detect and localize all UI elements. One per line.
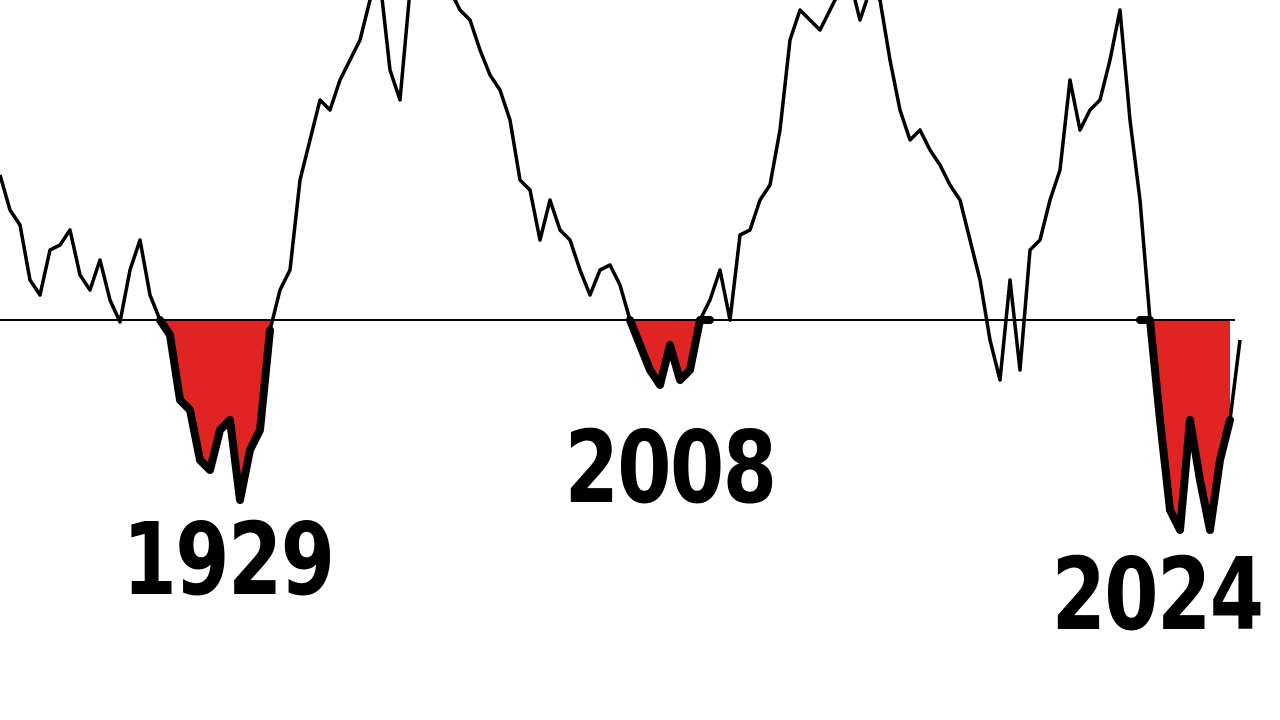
highlight-outline-2024 xyxy=(1136,316,1234,534)
label-2008: 2008 xyxy=(564,409,777,526)
highlight-fill-2024 xyxy=(1140,320,1230,530)
label-1929: 1929 xyxy=(122,501,335,618)
highlight-fill-1929 xyxy=(160,320,270,500)
label-2024: 2024 xyxy=(1051,536,1264,653)
highlight-outline-1929 xyxy=(156,316,274,504)
highlight-outline-2008 xyxy=(626,316,714,389)
